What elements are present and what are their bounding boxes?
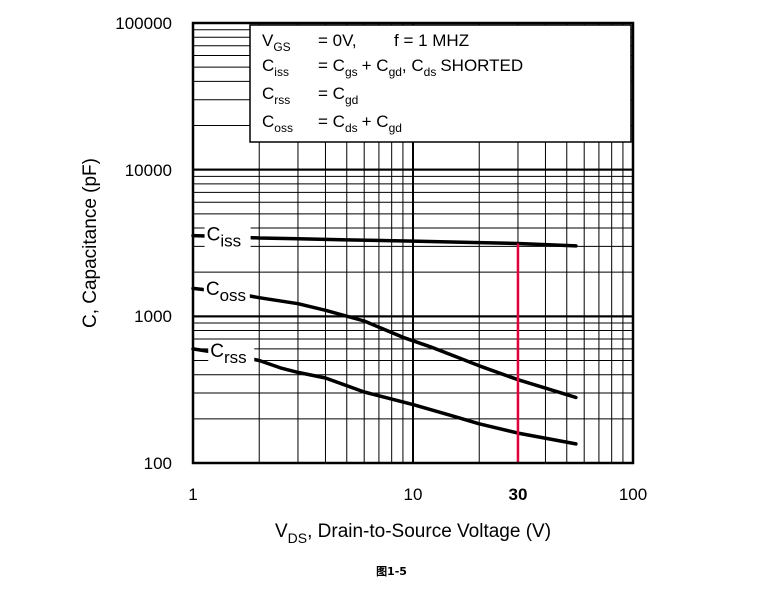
curve-coss bbox=[191, 286, 578, 400]
y-tick-label: 1000 bbox=[134, 307, 172, 326]
curve-label-ciss: Ciss bbox=[204, 224, 251, 251]
curve-label-coss: Coss bbox=[203, 278, 250, 305]
curves: Ciss Coss Crss bbox=[191, 224, 578, 446]
curve-label-bg bbox=[203, 278, 250, 305]
y-axis-label: C, Capacitance (pF) bbox=[80, 158, 101, 328]
plot-frame bbox=[191, 21, 635, 465]
legend-line-vgs: VGS = 0V, f = 1 MHZ bbox=[262, 31, 469, 54]
curve-label-text: Ciss bbox=[207, 224, 242, 250]
x-tick-label: 100 bbox=[619, 485, 647, 504]
curve-label-text: Crss bbox=[210, 341, 246, 367]
curve-crss bbox=[191, 347, 578, 446]
highlight-tick-label: 30 bbox=[509, 485, 528, 504]
curve-label-bg bbox=[204, 224, 251, 251]
x-axis-label: VDS, Drain-to-Source Voltage (V) bbox=[275, 521, 551, 546]
legend-line-crss: Crss = Cgd bbox=[262, 84, 358, 107]
curve-label-bg bbox=[208, 341, 255, 368]
y-tick-label: 100 bbox=[144, 454, 172, 473]
curve-label-text: Coss bbox=[206, 279, 246, 305]
legend-line-coss: Coss = Cds + Cgd bbox=[262, 112, 402, 135]
y-tick-label: 10000 bbox=[125, 161, 172, 180]
x-tick-label: 1 bbox=[188, 485, 197, 504]
x-tick-label: 10 bbox=[404, 485, 423, 504]
legend-line-ciss: Ciss = Cgs + Cgd, Cds SHORTED bbox=[262, 56, 523, 79]
curve-label-crss: Crss bbox=[208, 341, 255, 368]
legend-box bbox=[249, 24, 632, 143]
figure-caption: 图1-5 bbox=[376, 565, 407, 578]
legend: VGS = 0V, f = 1 MHZ Ciss = Cgs + Cgd, Cds SHO… bbox=[249, 24, 632, 143]
y-tick-label: 100000 bbox=[115, 14, 172, 33]
